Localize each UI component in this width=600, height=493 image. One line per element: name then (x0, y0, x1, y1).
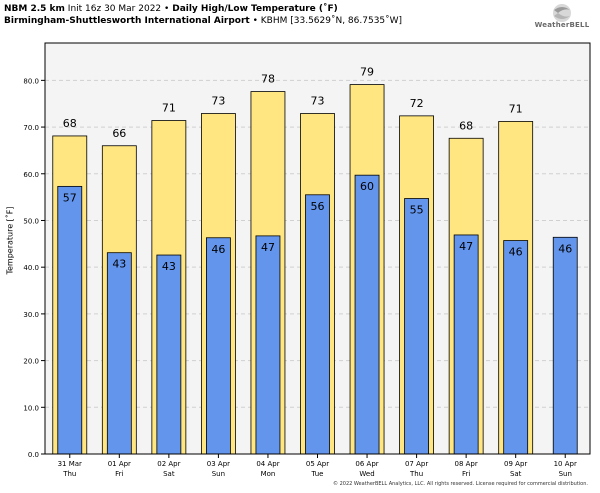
low-temp-label: 46 (558, 242, 572, 255)
location-name: Birmingham-Shuttlesworth International A… (4, 16, 250, 26)
plot-frame (44, 42, 591, 455)
chart-header-line-2: Birmingham-Shuttlesworth International A… (4, 15, 402, 27)
x-tick-date-label: 01 Apr (108, 460, 131, 468)
x-tick-date-label: 02 Apr (157, 460, 180, 468)
x-tick-date-label: 07 Apr (405, 460, 428, 468)
station-info: • KBHM [33.5629˚N, 86.7535˚W] (252, 16, 403, 26)
high-temp-label: 71 (509, 102, 523, 115)
x-tick-day-label: Sun (559, 470, 572, 478)
high-temp-label: 78 (261, 73, 275, 86)
y-tick-label: 70.0 (23, 124, 39, 132)
y-tick-label: 80.0 (23, 77, 39, 85)
y-tick-label: 10.0 (23, 404, 39, 412)
product-title: Daily High/Low Temperature (˚F) (172, 4, 338, 14)
low-temp-bar (255, 235, 281, 455)
low-temp-label: 56 (311, 200, 325, 213)
y-tick-label: 60.0 (23, 171, 39, 179)
low-temp-bar (57, 185, 83, 455)
x-tick-day-label: Sat (510, 470, 522, 478)
x-tick-day-label: Thu (409, 470, 423, 478)
swirl-logo-icon (553, 4, 571, 22)
separator: • (164, 4, 170, 14)
model-name: NBM 2.5 km (4, 4, 65, 14)
low-temp-bar (206, 237, 231, 455)
high-temp-label: 68 (63, 117, 77, 130)
high-temp-label: 66 (112, 127, 126, 140)
low-temp-bar (453, 234, 479, 455)
low-temp-label: 57 (63, 191, 77, 204)
x-tick-date-label: 06 Apr (355, 460, 378, 468)
init-time: Init 16z 30 Mar 2022 (67, 4, 162, 14)
low-temp-label: 60 (360, 180, 374, 193)
y-tick-label: 50.0 (23, 217, 39, 225)
y-tick-label: 40.0 (23, 264, 39, 272)
low-temp-label: 46 (509, 246, 523, 259)
low-temp-label: 47 (459, 240, 473, 253)
low-temp-bar (503, 240, 529, 455)
high-temp-label: 73 (311, 95, 325, 108)
copyright-notice: © 2022 WeatherBELL Analytics, LLC. All r… (333, 481, 588, 487)
x-tick-date-label: 03 Apr (207, 460, 230, 468)
x-tick-day-label: Mon (261, 470, 276, 478)
x-tick-day-label: Fri (115, 470, 123, 478)
x-tick-day-label: Sat (163, 470, 175, 478)
low-temp-bar (156, 254, 182, 455)
low-temp-bar (305, 194, 330, 455)
high-temp-label: 68 (459, 119, 473, 132)
y-tick-label: 0.0 (28, 451, 39, 459)
low-temp-bar (354, 174, 380, 455)
x-tick-day-label: Tue (311, 470, 324, 478)
y-tick-label: 30.0 (23, 311, 39, 319)
x-tick-day-label: Thu (62, 470, 76, 478)
x-tick-date-label: 05 Apr (306, 460, 329, 468)
weatherbell-logo: WeatherBELL (528, 2, 596, 36)
low-temp-label: 43 (112, 258, 126, 271)
x-tick-day-label: Wed (359, 470, 374, 478)
low-temp-bar (552, 236, 578, 455)
low-temp-bar (106, 252, 132, 455)
chart-header-line-1: NBM 2.5 km Init 16z 30 Mar 2022 • Daily … (4, 3, 338, 15)
x-tick-date-label: 09 Apr (504, 460, 527, 468)
low-temp-label: 47 (261, 241, 275, 254)
high-temp-label: 73 (211, 95, 225, 108)
x-tick-day-label: Fri (462, 470, 470, 478)
low-temp-label: 43 (162, 260, 176, 273)
high-temp-label: 79 (360, 66, 374, 79)
y-tick-label: 20.0 (23, 358, 39, 366)
y-axis-label: Temperature [˚F] (5, 206, 15, 275)
high-temp-label: 71 (162, 102, 176, 115)
low-temp-label: 46 (211, 243, 225, 256)
high-temp-label: 72 (410, 97, 424, 110)
x-tick-date-label: 08 Apr (455, 460, 478, 468)
x-tick-date-label: 04 Apr (256, 460, 279, 468)
x-tick-date-label: 31 Mar (58, 460, 82, 468)
low-temp-label: 55 (410, 204, 424, 217)
logo-text: WeatherBELL (534, 21, 590, 29)
low-temp-bar (404, 198, 429, 455)
x-tick-date-label: 10 Apr (554, 460, 577, 468)
x-tick-day-label: Sun (212, 470, 225, 478)
